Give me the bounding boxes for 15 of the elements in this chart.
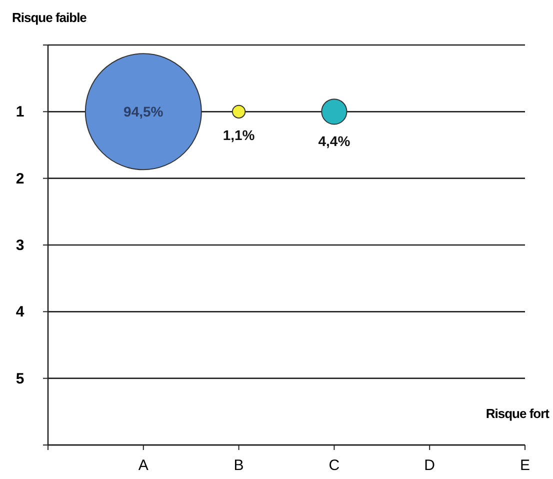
x-axis-title: Risque fort	[486, 406, 550, 421]
annotation: 4,4%	[318, 133, 351, 150]
y-tick-label: 2	[16, 170, 24, 188]
annotation: 94,5%	[124, 104, 164, 120]
y-tick-label: 3	[16, 237, 24, 254]
x-tick-label: D	[424, 457, 436, 474]
y-tick-label: 5	[16, 370, 24, 388]
x-tick-label: B	[234, 457, 244, 474]
x-tick-label: C	[328, 457, 340, 474]
y-tick-label: 1	[16, 104, 24, 121]
x-tick-label: E	[520, 457, 530, 474]
y-axis-title: Risque faible	[12, 10, 87, 25]
x-tick-label: A	[138, 457, 148, 474]
annotation: 1,1%	[222, 127, 256, 144]
y-tick-label: 4	[16, 304, 25, 321]
